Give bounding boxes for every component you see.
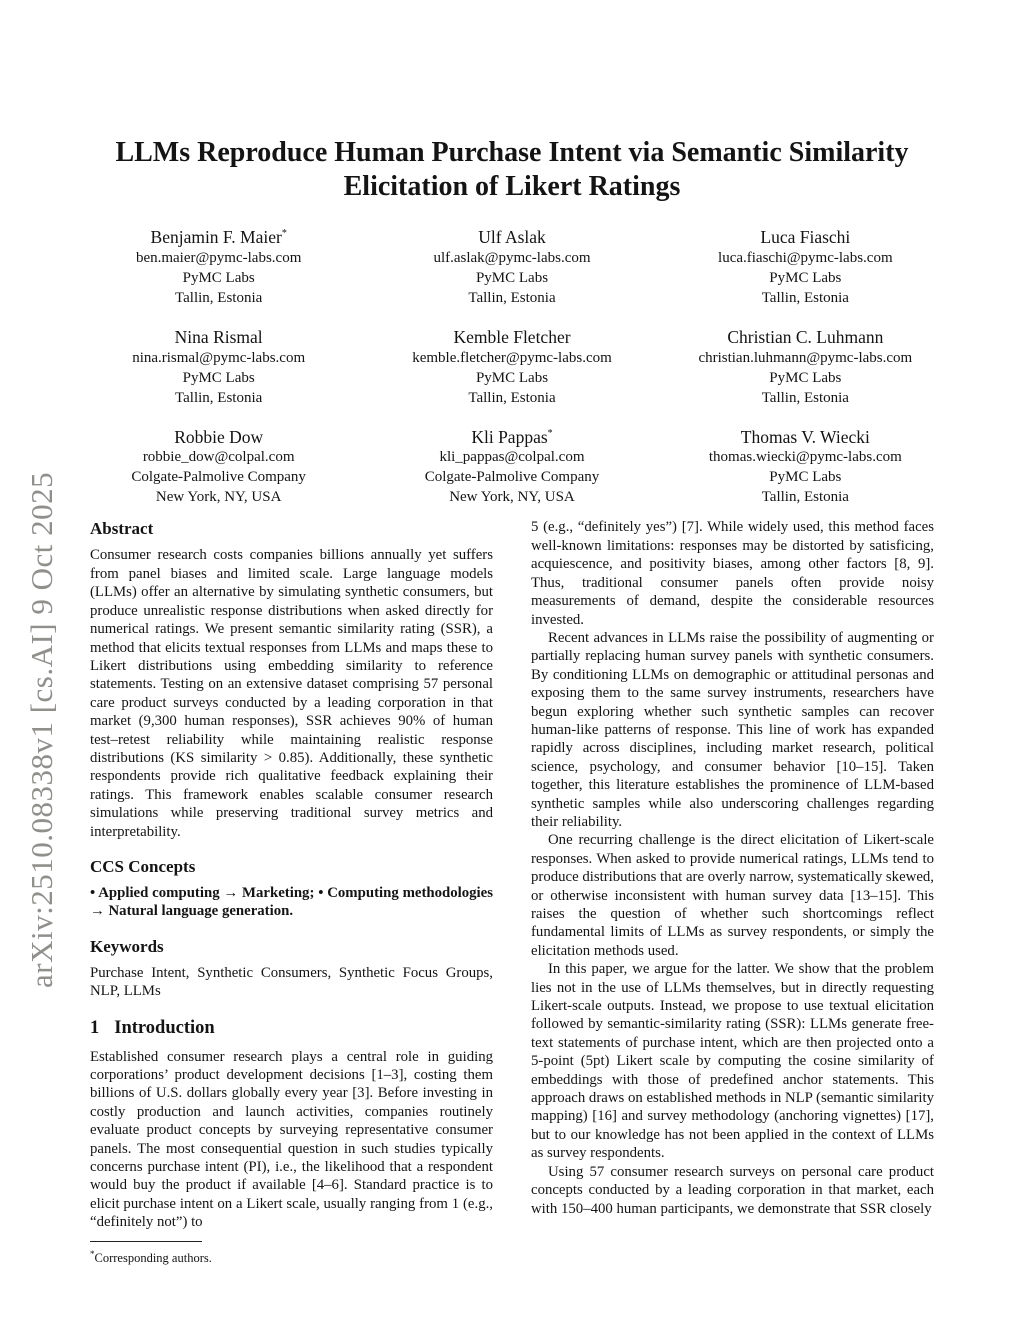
footnote-mark: *: [90, 1248, 95, 1259]
author-location: New York, NY, USA: [449, 489, 575, 506]
author-name: Kli Pappas*: [471, 426, 553, 447]
author-email: robbie_dow@colpal.com: [142, 449, 295, 466]
author-affiliation: PyMC Labs: [475, 369, 549, 386]
author-location: Tallin, Estonia: [761, 389, 849, 406]
body-paragraph: In this paper, we argue for the latter. …: [531, 961, 934, 1162]
two-column-body: Abstract Consumer research costs compani…: [90, 518, 934, 1265]
author-card: Nina Rismal nina.rismal@pymc-labs.com Py…: [72, 323, 365, 408]
author-card: Kemble Fletcher kemble.fletcher@pymc-lab…: [365, 323, 658, 408]
author-name: Christian C. Luhmann: [727, 326, 884, 347]
author-name: Thomas V. Wiecki: [740, 426, 870, 447]
author-affiliation: Colgate-Palmolive Company: [424, 469, 600, 486]
author-name: Kemble Fletcher: [453, 326, 571, 347]
author-affiliation: PyMC Labs: [769, 469, 842, 486]
author-location: Tallin, Estonia: [761, 489, 849, 506]
footnote-rule: [90, 1240, 202, 1242]
author-name: Robbie Dow: [174, 426, 264, 447]
paper-title-line1: LLMs Reproduce Human Purchase Intent via…: [115, 137, 909, 168]
author-location: New York, NY, USA: [155, 489, 282, 506]
author-location: Tallin, Estonia: [175, 389, 263, 406]
author-card: Ulf Aslak ulf.aslak@pymc-labs.com PyMC L…: [365, 223, 658, 308]
author-affiliation: PyMC Labs: [769, 269, 842, 286]
author-card: Robbie Dow robbie_dow@colpal.com Colgate…: [72, 423, 365, 508]
author-name: Nina Rismal: [174, 326, 263, 347]
body-paragraph: Recent advances in LLMs raise the possib…: [531, 629, 934, 830]
body-paragraph: 5 (e.g., “definitely yes”) [7]. While wi…: [531, 519, 934, 628]
author-card: Thomas V. Wiecki thomas.wiecki@pymc-labs…: [659, 423, 952, 508]
author-email: ben.maier@pymc-labs.com: [135, 249, 302, 266]
abstract-text: Consumer research costs companies billio…: [90, 547, 493, 840]
author-affiliation: Colgate-Palmolive Company: [131, 469, 306, 486]
author-name: Benjamin F. Maier*: [150, 226, 287, 247]
ccs-heading: CCS Concepts: [90, 856, 196, 876]
section-number: 1: [90, 1017, 100, 1038]
author-name: Ulf Aslak: [478, 226, 546, 247]
author-location: Tallin, Estonia: [468, 389, 556, 406]
corresponding-author-mark: *: [547, 427, 553, 439]
body-paragraph: One recurring challenge is the direct el…: [531, 832, 934, 959]
keywords-heading: Keywords: [90, 936, 164, 956]
authors-grid: Benjamin F. Maier* ben.maier@pymc-labs.c…: [72, 223, 952, 507]
author-email: luca.fiaschi@pymc-labs.com: [718, 249, 893, 266]
author-email: christian.luhmann@pymc-labs.com: [698, 349, 913, 366]
footnote: *Corresponding authors.: [90, 1246, 493, 1266]
ccs-text: • Applied computing → Marketing; • Compu…: [90, 884, 493, 920]
body-paragraph: Using 57 consumer research surveys on pe…: [531, 1163, 934, 1217]
author-email: kemble.fletcher@pymc-labs.com: [412, 349, 612, 366]
body-paragraph: Established consumer research plays a ce…: [90, 1048, 493, 1231]
author-affiliation: PyMC Labs: [182, 369, 255, 386]
right-column: 5 (e.g., “definitely yes”) [7]. While wi…: [531, 518, 934, 1265]
arxiv-watermark: arXiv:2510.08338v1 [cs.AI] 9 Oct 2025: [24, 471, 59, 988]
author-name: Luca Fiaschi: [760, 226, 851, 247]
author-email: thomas.wiecki@pymc-labs.com: [708, 449, 902, 466]
footnote-text: Corresponding authors.: [94, 1250, 212, 1265]
author-affiliation: PyMC Labs: [182, 269, 255, 286]
author-location: Tallin, Estonia: [175, 289, 263, 306]
paper-title-line2: Elicitation of Likert Ratings: [343, 171, 681, 202]
author-card: Kli Pappas* kli_pappas@colpal.com Colgat…: [365, 423, 658, 508]
author-email: kli_pappas@colpal.com: [439, 449, 585, 466]
left-column: Abstract Consumer research costs compani…: [90, 518, 493, 1265]
abstract-heading: Abstract: [90, 519, 154, 539]
author-affiliation: PyMC Labs: [475, 269, 549, 286]
section-title: Introduction: [114, 1017, 215, 1038]
author-location: Tallin, Estonia: [468, 289, 556, 306]
author-affiliation: PyMC Labs: [769, 369, 842, 386]
author-card: Christian C. Luhmann christian.luhmann@p…: [659, 323, 952, 408]
paper-title: LLMs Reproduce Human Purchase Intent via…: [60, 136, 964, 204]
corresponding-author-mark: *: [281, 228, 287, 239]
author-email: ulf.aslak@pymc-labs.com: [433, 249, 591, 266]
author-location: Tallin, Estonia: [761, 289, 849, 306]
author-card: Benjamin F. Maier* ben.maier@pymc-labs.c…: [72, 223, 365, 308]
author-card: Luca Fiaschi luca.fiaschi@pymc-labs.com …: [659, 223, 952, 308]
keywords-text: Purchase Intent, Synthetic Consumers, Sy…: [90, 964, 493, 1000]
introduction-heading: 1 Introduction: [90, 1017, 493, 1039]
author-email: nina.rismal@pymc-labs.com: [132, 349, 306, 366]
